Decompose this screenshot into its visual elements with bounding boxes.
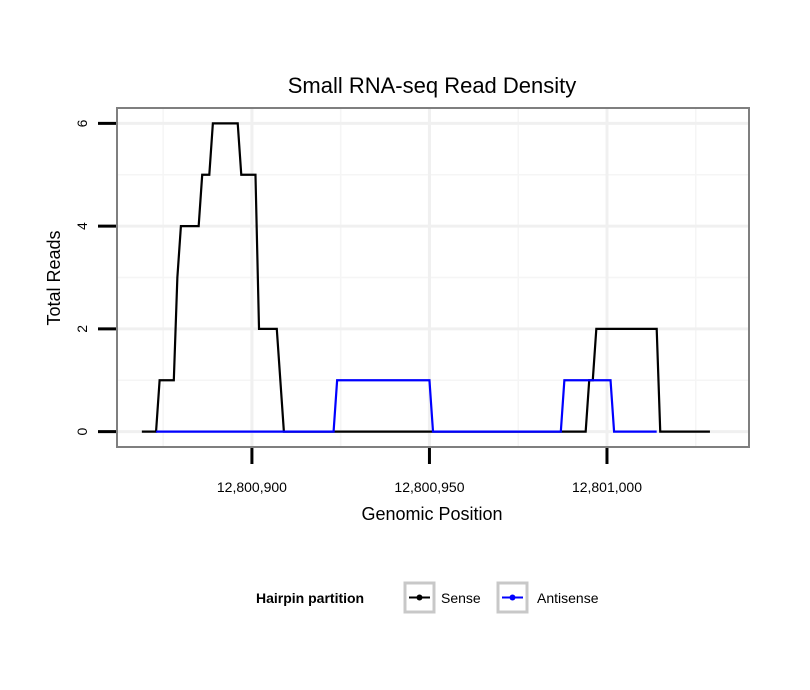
x-tick-label: 12,801,000 — [572, 479, 642, 495]
legend-title: Hairpin partition — [256, 590, 364, 606]
legend-marker — [416, 594, 423, 601]
panel-border — [116, 107, 750, 448]
legend-marker — [509, 594, 516, 601]
y-axis: 0 2 4 6 — [74, 119, 116, 435]
y-tick-label: 2 — [74, 325, 90, 333]
y-axis-title: Total Reads — [44, 230, 64, 325]
series-line-sense — [141, 122, 710, 433]
legend-items: Sense Antisense — [403, 581, 599, 614]
series-layer — [141, 122, 710, 433]
legend: Hairpin partition Sense Antisense — [256, 581, 599, 614]
x-axis: 12,800,900 12,800,950 12,801,000 — [217, 448, 642, 495]
x-axis-title: Genomic Position — [361, 504, 502, 524]
y-tick-label: 6 — [74, 119, 90, 127]
legend-label: Antisense — [537, 590, 599, 606]
legend-item-sense: Sense — [403, 581, 481, 614]
y-tick-label: 0 — [74, 427, 90, 435]
plot-panel — [116, 107, 750, 448]
legend-label: Sense — [441, 590, 481, 606]
series-line-antisense — [156, 379, 657, 433]
legend-item-antisense: Antisense — [496, 581, 599, 614]
x-tick-label: 12,800,900 — [217, 479, 287, 495]
chart-title: Small RNA-seq Read Density — [288, 73, 577, 98]
x-tick-label: 12,800,950 — [394, 479, 464, 495]
y-tick-label: 4 — [74, 222, 90, 230]
